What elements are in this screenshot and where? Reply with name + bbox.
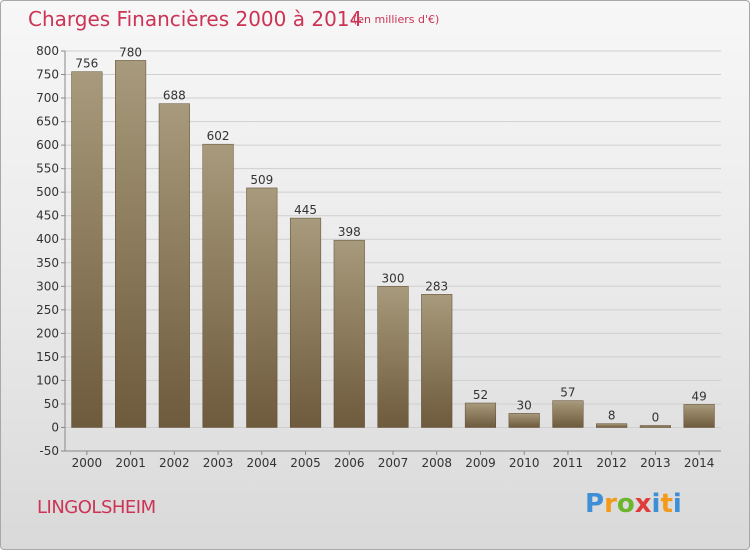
bar-2010 (508, 413, 540, 428)
bar-2008 (421, 294, 453, 428)
logo-letter: x (634, 489, 652, 519)
y-tick-label: 400 (36, 232, 59, 246)
y-tick-label: 100 (36, 373, 59, 387)
data-label-2000: 756 (75, 57, 98, 71)
y-tick-label: 800 (36, 44, 59, 58)
y-tick-label: 500 (36, 185, 59, 199)
x-tick-label-2014: 2014 (684, 456, 715, 470)
x-tick-label-2004: 2004 (247, 456, 278, 470)
data-label-2010: 30 (517, 398, 532, 412)
data-label-2011: 57 (560, 386, 575, 400)
bar-2002 (158, 103, 190, 428)
data-label-2012: 8 (608, 409, 616, 423)
chart-title: Charges Financières 2000 à 2014 (28, 7, 363, 31)
data-label-2013: 0 (652, 410, 660, 424)
bar-2007 (377, 286, 409, 428)
logo-letter: t (660, 489, 673, 519)
x-tick-label-2013: 2013 (640, 456, 671, 470)
x-tick-label-2007: 2007 (378, 456, 409, 470)
chart-subtitle: (en milliers d'€) (353, 13, 440, 26)
logo-letter: i (651, 489, 661, 519)
y-tick-label: 0 (51, 420, 59, 434)
bars (71, 60, 715, 428)
y-tick-label: 750 (36, 68, 59, 82)
bar-2006 (333, 239, 365, 428)
y-tick-label: 200 (36, 326, 59, 340)
y-tick-label: 600 (36, 138, 59, 152)
data-label-2001: 780 (119, 45, 142, 59)
proxiti-logo[interactable]: Proxiti (585, 489, 682, 519)
y-tick-label: 650 (36, 115, 59, 129)
data-label-2008: 283 (425, 279, 448, 293)
data-label-2003: 602 (207, 129, 230, 143)
x-tick-label-2002: 2002 (159, 456, 190, 470)
y-tick-label: 150 (36, 350, 59, 364)
y-tick-label: 300 (36, 279, 59, 293)
bar-2014 (683, 404, 715, 428)
x-tick-label-2008: 2008 (421, 456, 452, 470)
y-tick-label: 550 (36, 162, 59, 176)
bar-2003 (202, 143, 234, 428)
bar-2009 (464, 402, 497, 428)
data-label-2002: 688 (163, 89, 186, 103)
bar-2001 (115, 60, 147, 428)
data-labels: 756 780 688 602 509 445 398 300 283 52 30 57 8 0 49 (75, 45, 706, 424)
axes (61, 50, 721, 455)
data-label-2009: 52 (473, 388, 488, 402)
x-tick-label-2005: 2005 (290, 456, 321, 470)
bar-2005 (289, 217, 322, 428)
bar-2012 (596, 423, 628, 428)
x-tick-label-2003: 2003 (203, 456, 234, 470)
y-tick-label: 700 (36, 91, 59, 105)
data-label-2004: 509 (250, 173, 273, 187)
data-label-2007: 300 (382, 271, 405, 285)
x-tick-label-2011: 2011 (553, 456, 584, 470)
commune-name: LINGOLSHEIM (37, 497, 156, 518)
y-tick-label: 350 (36, 256, 59, 270)
x-tick-label-2006: 2006 (334, 456, 365, 470)
logo-letter: r (604, 489, 617, 519)
x-tick-label-2010: 2010 (509, 456, 540, 470)
bar-2004 (246, 187, 278, 428)
data-label-2005: 445 (294, 203, 317, 217)
y-tick-label: 250 (36, 303, 59, 317)
tick-labels: -500501001502002503003504004505005506006… (36, 44, 714, 470)
x-tick-label-2001: 2001 (115, 456, 146, 470)
logo-letter: i (672, 489, 682, 519)
y-tick-label: 50 (44, 397, 59, 411)
bar-2011 (552, 400, 584, 428)
data-label-2006: 398 (338, 225, 361, 239)
bar-2000 (71, 71, 103, 428)
data-label-2014: 49 (691, 389, 706, 403)
y-tick-label: 450 (36, 209, 59, 223)
bar-2013 (639, 425, 671, 428)
x-tick-label-2009: 2009 (465, 456, 496, 470)
logo-letter: o (616, 489, 635, 519)
x-tick-label-2000: 2000 (72, 456, 103, 470)
logo-letter: P (585, 489, 605, 519)
x-tick-label-2012: 2012 (596, 456, 627, 470)
y-tick-label: -50 (39, 444, 59, 458)
